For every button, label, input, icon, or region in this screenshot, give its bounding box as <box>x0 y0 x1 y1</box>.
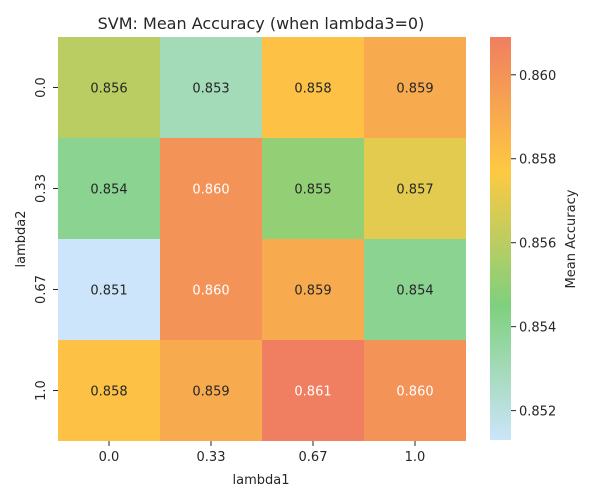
heatmap-cell <box>262 138 364 239</box>
x-tick-label: 0.0 <box>99 450 120 465</box>
heatmap-cell <box>160 138 262 239</box>
cell-value-label: 0.857 <box>396 183 433 198</box>
heatmap-cell <box>58 138 160 239</box>
y-tick-label: 0.67 <box>34 275 49 304</box>
x-tick-label: 1.0 <box>405 450 426 465</box>
cell-value-label: 0.861 <box>294 385 331 400</box>
x-axis-label: lambda1 <box>233 473 290 488</box>
y-tick-label: 0.0 <box>34 77 49 98</box>
colorbar-tick-label: 0.856 <box>519 237 556 252</box>
cell-value-label: 0.854 <box>396 284 433 299</box>
heatmap-cell <box>160 37 262 138</box>
x-tick-label: 0.67 <box>299 450 328 465</box>
heatmap-cell <box>364 37 466 138</box>
y-tick-label: 0.33 <box>34 174 49 203</box>
cell-value-label: 0.860 <box>192 183 229 198</box>
heatmap-cell <box>58 340 160 441</box>
chart-title: SVM: Mean Accuracy (when lambda3=0) <box>98 14 425 33</box>
colorbar-tick-label: 0.860 <box>519 69 556 84</box>
y-axis-ticks: 0.0 0.33 0.67 1.0 <box>34 77 58 401</box>
cell-value-label: 0.860 <box>396 385 433 400</box>
heatmap-cells: 0.856 0.853 0.858 0.859 0.854 0.860 0.855 0.857… <box>58 37 466 441</box>
cell-value-label: 0.851 <box>90 284 127 299</box>
cell-value-label: 0.859 <box>294 284 331 299</box>
colorbar-tick-label: 0.852 <box>519 405 556 420</box>
cell-value-label: 0.858 <box>90 385 127 400</box>
heatmap-cell <box>364 239 466 340</box>
cell-value-label: 0.853 <box>192 82 229 97</box>
y-axis-label: lambda2 <box>14 211 29 268</box>
x-tick-label: 0.33 <box>197 450 226 465</box>
colorbar <box>490 37 511 440</box>
x-axis-ticks: 0.0 0.33 0.67 1.0 <box>99 441 426 465</box>
cell-value-label: 0.855 <box>294 183 331 198</box>
cell-value-label: 0.860 <box>192 284 229 299</box>
cell-value-label: 0.854 <box>90 183 127 198</box>
y-tick-label: 1.0 <box>34 380 49 401</box>
colorbar-label: Mean Accuracy <box>564 189 579 288</box>
heatmap-cell <box>58 239 160 340</box>
heatmap-cell <box>262 239 364 340</box>
colorbar-ticks: 0.852 0.854 0.856 0.858 0.860 <box>511 69 556 420</box>
heatmap-cell <box>364 340 466 441</box>
cell-value-label: 0.856 <box>90 82 127 97</box>
cell-value-label: 0.859 <box>192 385 229 400</box>
cell-value-label: 0.858 <box>294 82 331 97</box>
heatmap-cell <box>364 138 466 239</box>
heatmap-cell <box>262 37 364 138</box>
heatmap-cell <box>58 37 160 138</box>
cell-value-label: 0.859 <box>396 82 433 97</box>
heatmap-cell <box>262 340 364 441</box>
colorbar-tick-label: 0.854 <box>519 321 556 336</box>
heatmap-cell <box>160 340 262 441</box>
heatmap-cell <box>160 239 262 340</box>
colorbar-tick-label: 0.858 <box>519 153 556 168</box>
